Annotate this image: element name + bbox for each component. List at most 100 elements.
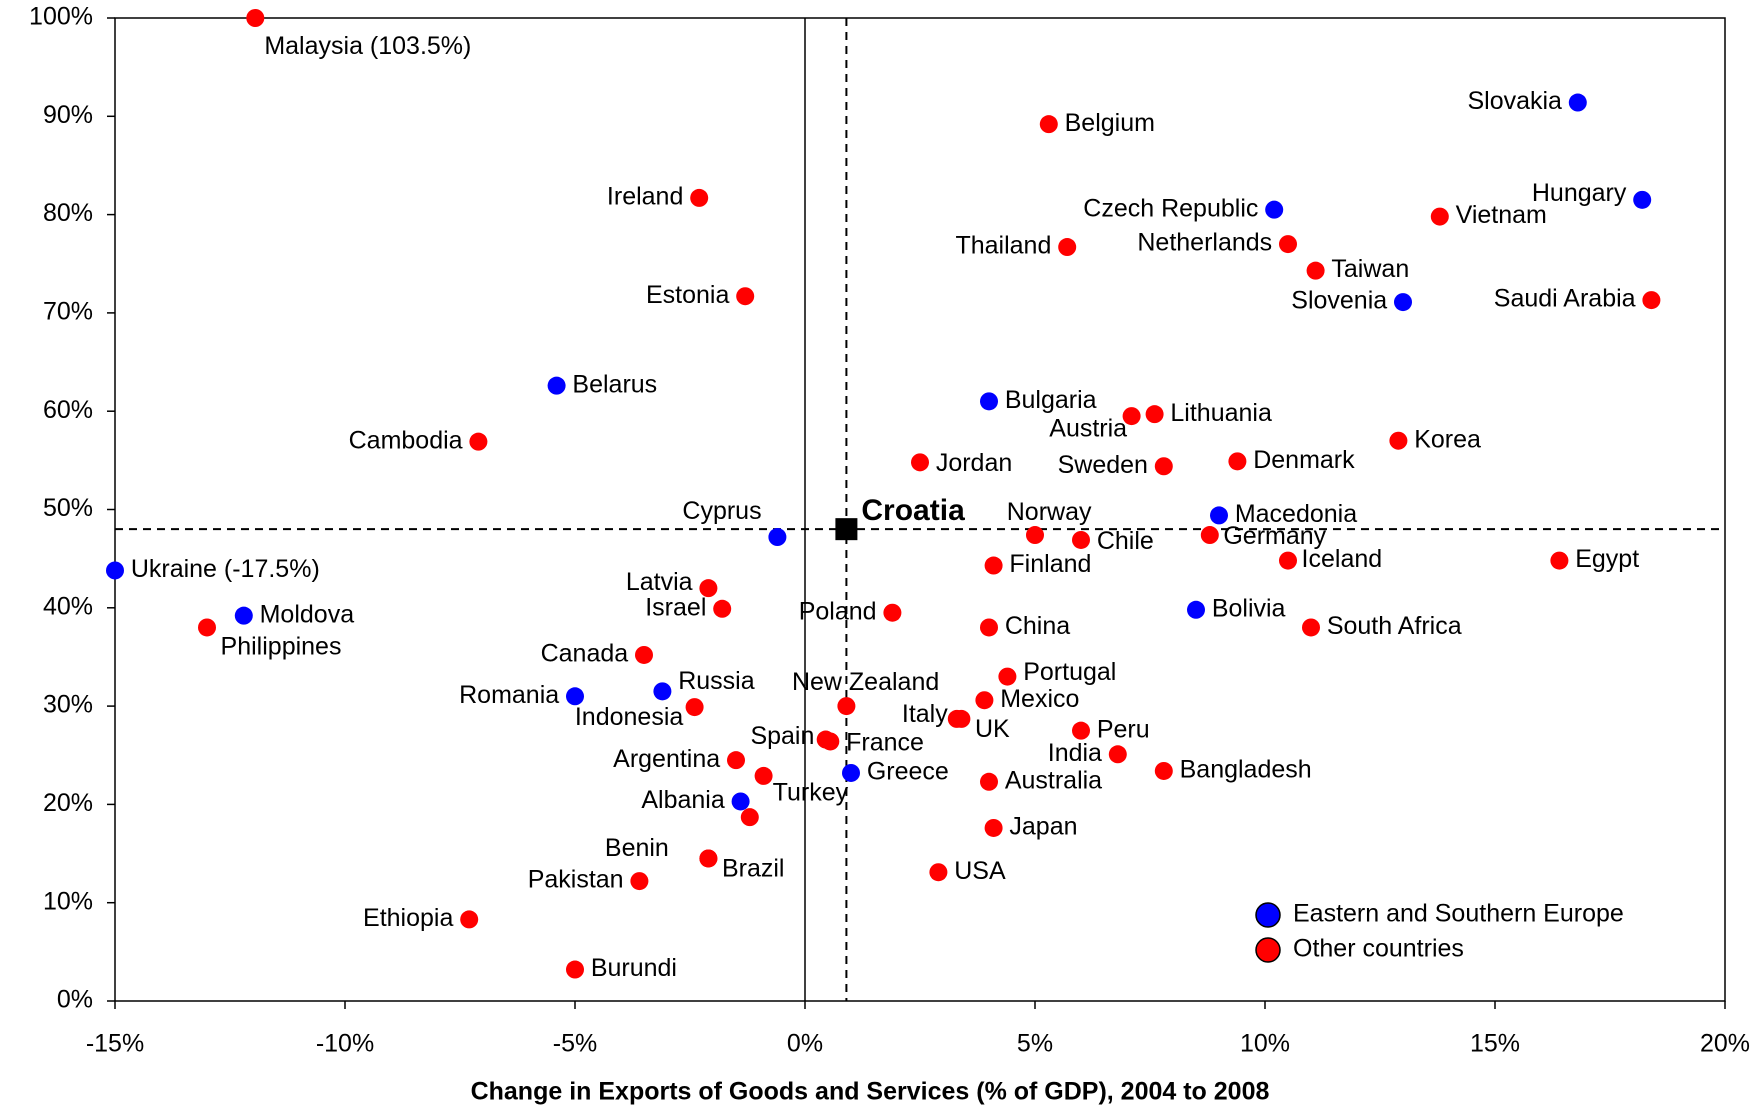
point-label: Spain [750,722,814,750]
point [699,849,718,868]
point [234,606,253,625]
legend-marker [1255,937,1281,963]
point-label: France [846,728,924,756]
y-tick-label: 90% [43,101,93,129]
point [566,960,584,979]
y-tick-label: 40% [43,592,93,620]
point [1072,530,1090,549]
point-label: Israel [645,593,706,621]
point-label: Philippines [221,632,342,660]
point [1154,761,1173,780]
point [1108,745,1127,764]
point-label: Japan [1009,813,1077,841]
point-label: Argentina [613,745,720,773]
point-label: Bolivia [1212,594,1286,622]
point [952,709,971,728]
point-label: Italy [902,700,948,728]
point [1154,457,1173,476]
point [1039,115,1058,134]
point [1306,261,1325,280]
point [1642,291,1661,310]
point-label: Ukraine (-17.5%) [131,555,320,583]
point-label: Vietnam [1456,201,1547,229]
point [1550,551,1569,570]
point-label: Finland [1009,550,1091,578]
point [1279,551,1297,570]
point-label: Poland [799,597,877,625]
point [842,763,860,782]
point [635,645,653,664]
x-tick-label: -5% [553,1030,597,1058]
point [1279,235,1297,254]
point [1302,618,1320,637]
point-label: Belarus [572,370,657,398]
point [1072,721,1090,740]
point [198,618,216,637]
point-label: Korea [1414,425,1481,453]
point [1058,238,1077,257]
point-label: Hungary [1532,179,1627,207]
point-label: Netherlands [1137,229,1272,257]
point-label: Greece [867,758,949,786]
point-label: New Zealand [792,668,939,696]
point [1187,600,1205,619]
point [727,751,745,770]
point-label: Ireland [607,182,683,210]
point [740,808,759,827]
point [1122,407,1141,426]
point [984,556,1003,575]
x-tick-label: 10% [1240,1030,1290,1058]
legend-label: Eastern and Southern Europe [1293,900,1624,928]
point-label: USA [954,857,1006,885]
point [731,792,750,811]
point [1394,293,1412,312]
point-label: Sweden [1058,451,1148,479]
y-tick-label: 60% [43,396,93,424]
point [768,528,787,547]
point-label: Brazil [722,854,785,882]
point-label: Jordan [936,449,1012,477]
point-label: Macedonia [1235,500,1357,528]
point [699,579,718,598]
point [1265,200,1284,219]
point [566,687,584,706]
point [547,376,566,395]
point [883,603,902,622]
point-label: Albania [641,786,724,814]
point [821,732,840,751]
point-label: Chile [1097,527,1154,555]
point-label: Thailand [955,232,1051,260]
point-label: China [1005,612,1070,640]
y-tick-label: 20% [43,789,93,817]
point-label: Bulgaria [1005,386,1097,414]
point [980,618,998,637]
y-tick-label: 30% [43,691,93,719]
point [469,432,488,451]
point-label: Austria [1049,414,1127,442]
point [630,872,649,891]
point [1389,431,1408,450]
point [246,9,265,27]
x-tick-label: -10% [316,1030,374,1058]
point-label: Moldova [260,600,355,628]
point [106,561,124,580]
y-tick-label: 70% [43,298,93,326]
point [929,863,948,882]
point [980,772,998,791]
point [1210,506,1228,525]
point-label: South Africa [1327,612,1462,640]
point [685,698,704,717]
highlight-label: Croatia [861,494,965,527]
point [460,910,479,929]
point [1145,405,1164,424]
point [975,691,994,710]
x-tick-label: 5% [1017,1030,1053,1058]
x-tick-label: -15% [86,1030,144,1058]
point-label: Turkey [773,779,849,807]
point-label: Cyprus [682,497,761,525]
point-label: Burundi [591,954,677,982]
point [754,766,773,785]
point-label: Iceland [1302,545,1383,573]
y-tick-label: 10% [43,887,93,915]
